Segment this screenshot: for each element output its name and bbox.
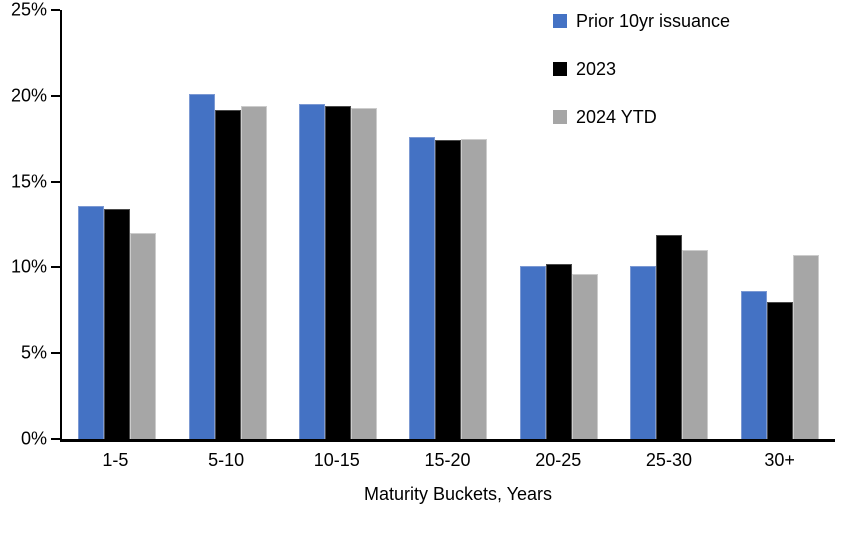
legend-item: 2023 bbox=[553, 58, 730, 80]
bar bbox=[409, 136, 436, 439]
bar-group-1-5 bbox=[62, 10, 172, 439]
y-tick-label: 15% bbox=[10, 171, 47, 192]
x-tick-label: 10-15 bbox=[313, 450, 360, 470]
bar-group-20-25 bbox=[504, 10, 614, 439]
bar bbox=[104, 209, 131, 439]
y-tick-label: 0% bbox=[20, 428, 47, 449]
bar-group-5-10 bbox=[172, 10, 282, 439]
bar bbox=[656, 234, 683, 439]
x-tick-label: 20-25 bbox=[535, 450, 582, 470]
bar bbox=[351, 107, 378, 439]
bar bbox=[630, 265, 657, 439]
bar-group-25-30 bbox=[614, 10, 724, 439]
plot-area: 0% 5% 10% 15% 20% 25% bbox=[11, 0, 835, 449]
bar-group-30+ bbox=[725, 10, 835, 439]
x-tick-label: 25-30 bbox=[645, 450, 692, 470]
legend-item: 2024 YTD bbox=[553, 106, 730, 128]
bar bbox=[435, 140, 462, 439]
x-axis-title: Maturity Buckets, Years bbox=[363, 484, 553, 504]
bar bbox=[130, 233, 157, 439]
legend-label: 2024 YTD bbox=[576, 106, 657, 127]
legend-label: Prior 10yr issuance bbox=[576, 10, 731, 31]
y-tick-mark bbox=[51, 9, 60, 11]
bar bbox=[325, 106, 352, 439]
bar bbox=[571, 274, 598, 439]
legend-swatch-icon bbox=[553, 14, 567, 28]
bar bbox=[214, 109, 241, 439]
y-tick-mark bbox=[51, 438, 60, 440]
bar bbox=[792, 255, 819, 439]
y-tick-mark bbox=[51, 180, 60, 183]
legend-label: 2023 bbox=[576, 58, 617, 79]
bar bbox=[766, 301, 793, 439]
bar bbox=[461, 138, 488, 439]
x-axis-tick-labels: 1-5 5-10 10-15 15-20 20-25 25-30 30+ bbox=[60, 450, 835, 471]
bar-group-10-15 bbox=[283, 10, 393, 439]
bar-groups bbox=[62, 10, 835, 439]
bar bbox=[240, 106, 267, 439]
y-tick-mark bbox=[51, 352, 60, 355]
legend-swatch-icon bbox=[553, 62, 567, 76]
y-tick-label: 20% bbox=[10, 85, 47, 106]
legend-swatch-icon bbox=[553, 110, 567, 124]
legend: Prior 10yr issuance 2023 2024 YTD bbox=[553, 10, 730, 154]
bar bbox=[682, 250, 709, 439]
y-tick-label: 25% bbox=[10, 0, 47, 20]
bar bbox=[519, 265, 546, 439]
bar bbox=[545, 263, 572, 439]
bar bbox=[188, 94, 215, 439]
x-tick-label: 30+ bbox=[764, 450, 795, 470]
bar bbox=[740, 291, 767, 439]
x-tick-label: 1-5 bbox=[102, 450, 129, 470]
y-tick-label: 5% bbox=[20, 342, 47, 363]
bar bbox=[299, 104, 326, 439]
x-tick-label: 5-10 bbox=[208, 450, 245, 470]
bar-group-15-20 bbox=[393, 10, 503, 439]
legend-item: Prior 10yr issuance bbox=[553, 10, 730, 32]
y-tick-mark bbox=[51, 94, 60, 97]
y-tick-label: 10% bbox=[10, 256, 47, 277]
bar bbox=[78, 205, 105, 439]
y-tick-mark bbox=[51, 266, 60, 269]
x-tick-label: 15-20 bbox=[424, 450, 471, 470]
